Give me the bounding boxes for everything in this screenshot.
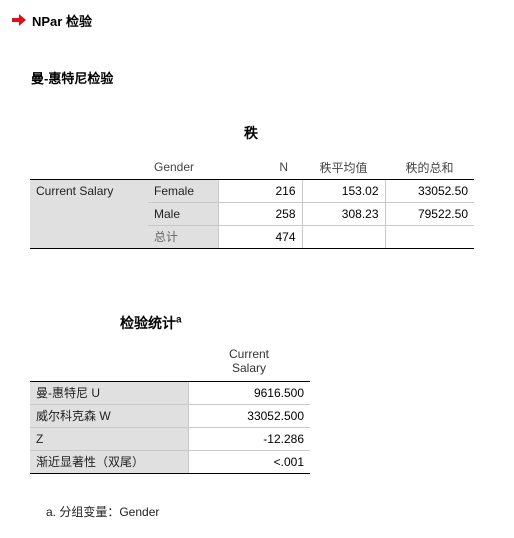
cell-n: 474 xyxy=(218,225,302,249)
col-header-line1: Current xyxy=(228,346,269,361)
table-row: Current Salary Female 216 153.02 33052.5… xyxy=(30,179,474,249)
stat-value: 33052.500 xyxy=(187,404,310,428)
stat-label-mann-whitney-u: 曼-惠特尼 U xyxy=(30,381,188,405)
cell-sum-ranks xyxy=(384,225,474,249)
procedure-title: NPar 检验 xyxy=(32,14,92,29)
cell-n: 216 xyxy=(218,179,302,203)
table-row: 渐近显著性（双尾） <.001 xyxy=(30,450,310,474)
ranks-header-row: Gender N 秩平均值 秩的总和 xyxy=(30,156,474,180)
ranks-table-title: 秩 xyxy=(244,125,258,141)
category-female: Female xyxy=(148,179,219,203)
ranks-table: Gender N 秩平均值 秩的总和 Current Salary Female… xyxy=(30,156,474,249)
test-statistics-table: Current Salary 曼-惠特尼 U 9616.500 威尔科克森 W … xyxy=(30,341,310,474)
stats-title-superscript: a xyxy=(176,314,182,326)
red-arrow-icon xyxy=(12,14,26,26)
cell-n: 258 xyxy=(218,202,302,226)
cell-mean-rank: 153.02 xyxy=(301,179,385,203)
cell-sum-ranks: 79522.50 xyxy=(384,202,474,226)
col-header-current-salary: Current Salary xyxy=(188,341,310,382)
stat-label-asymp-sig: 渐近显著性（双尾） xyxy=(30,450,188,474)
table-row: Male 258 308.23 79522.50 xyxy=(30,202,474,226)
table-row: 曼-惠特尼 U 9616.500 xyxy=(30,381,310,405)
table-row: Z -12.286 xyxy=(30,427,310,451)
stat-label-wilcoxon-w: 威尔科克森 W xyxy=(30,404,188,428)
stat-value: -12.286 xyxy=(187,427,310,451)
table-row: 总计 474 xyxy=(30,225,474,249)
stats-table-title: 检验统计a xyxy=(120,313,182,333)
stats-header-row: Current Salary xyxy=(30,341,310,382)
cell-mean-rank xyxy=(301,225,385,249)
stats-header-blank xyxy=(30,341,188,382)
col-header-line2: Salary xyxy=(231,360,266,375)
stat-label-z: Z xyxy=(30,427,188,451)
table-footnote: a. 分组变量：Gender xyxy=(46,505,160,519)
category-male: Male xyxy=(148,202,219,226)
col-header-mean-rank: 秩平均值 xyxy=(302,156,385,180)
col-header-n: N xyxy=(218,156,302,180)
table-row: 威尔科克森 W 33052.500 xyxy=(30,404,310,428)
stat-value: 9616.500 xyxy=(187,381,310,405)
test-subtitle: 曼-惠特尼检验 xyxy=(31,71,114,86)
row-label-current-salary: Current Salary xyxy=(30,179,148,249)
category-total: 总计 xyxy=(148,225,219,249)
ranks-header-blank xyxy=(30,156,148,180)
stats-title-text: 检验统计 xyxy=(120,315,176,331)
col-header-sum-ranks: 秩的总和 xyxy=(385,156,474,180)
stat-value: <.001 xyxy=(187,450,310,474)
col-header-gender: Gender xyxy=(148,156,218,180)
cell-mean-rank: 308.23 xyxy=(301,202,385,226)
cell-sum-ranks: 33052.50 xyxy=(384,179,474,203)
